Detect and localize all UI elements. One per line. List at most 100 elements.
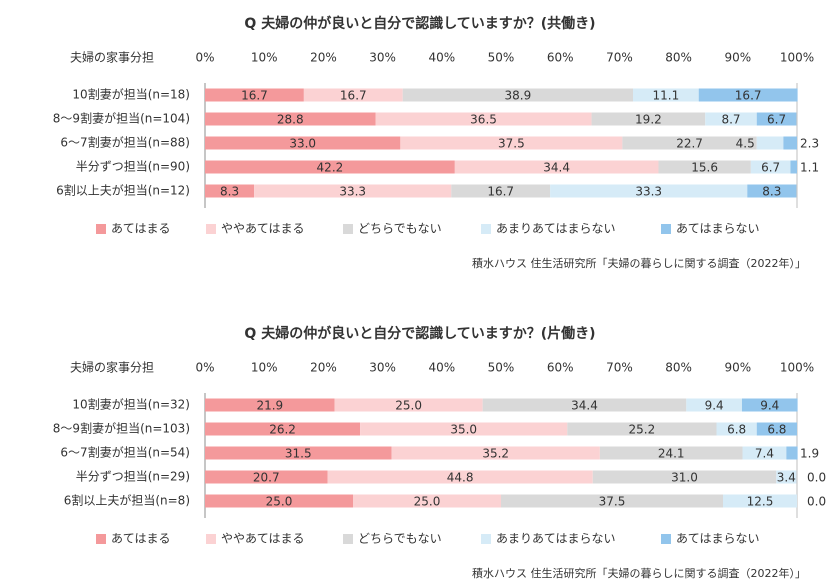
data-label: 16.7	[735, 89, 762, 103]
bar-segment	[375, 112, 592, 126]
bar-segment	[402, 88, 634, 102]
data-label: 21.9	[256, 399, 283, 413]
x-tick-label: 0%	[195, 51, 214, 65]
data-label: 24.1	[658, 447, 685, 461]
bar-segment	[742, 446, 787, 460]
bar-segment	[633, 88, 699, 102]
legend-swatch	[206, 534, 216, 544]
bar-segment	[205, 422, 361, 436]
data-label: 16.7	[340, 89, 367, 103]
data-label: 33.3	[339, 185, 366, 199]
bar-segment	[205, 494, 353, 508]
data-label: 7.4	[755, 447, 774, 461]
x-tick-label: 90%	[724, 361, 751, 375]
data-label: 25.0	[266, 495, 293, 509]
legend-swatch	[661, 534, 671, 544]
bar-segment	[360, 422, 568, 436]
bar-segment	[783, 136, 797, 150]
legend-label: あまりあてはまらない	[496, 222, 616, 236]
bar-segment	[747, 184, 797, 198]
legend-label: あてはまる	[111, 532, 171, 546]
bar-segment	[599, 446, 743, 460]
bar-segment	[334, 398, 483, 412]
x-tick-label: 20%	[310, 361, 337, 375]
x-tick-label: 0%	[195, 361, 214, 375]
bar-segment	[741, 398, 798, 412]
x-tick-label: 80%	[665, 51, 692, 65]
bar-segment	[205, 160, 455, 174]
bar-segment	[205, 470, 328, 484]
data-label: 15.6	[691, 161, 718, 175]
bar-segment	[716, 422, 757, 436]
bar-segment	[786, 446, 798, 460]
x-tick-label: 10%	[251, 361, 278, 375]
legend-label: あてはまらない	[676, 532, 760, 546]
bar-segment	[501, 494, 723, 508]
legend-label: ややあてはまる	[221, 222, 305, 236]
data-label: 3.4	[777, 471, 796, 485]
data-label: 9.4	[760, 399, 779, 413]
data-label: 35.2	[482, 447, 509, 461]
bar-segment	[658, 160, 751, 174]
x-tick-label: 60%	[547, 51, 574, 65]
legend-label: ややあてはまる	[221, 532, 305, 546]
data-label: 38.9	[505, 89, 532, 103]
bar-segment	[327, 470, 593, 484]
bar-segment	[353, 494, 501, 508]
x-tick-label: 70%	[606, 361, 633, 375]
data-label: 19.2	[635, 113, 662, 127]
data-label: 8.3	[762, 185, 781, 199]
bar-segment	[303, 88, 403, 102]
category-label: 6割以上夫が担当(n=8)	[64, 493, 190, 508]
bar-segment	[451, 184, 551, 198]
legend-swatch	[96, 224, 106, 234]
data-label: 25.2	[629, 423, 656, 437]
category-label: 6割以上夫が担当(n=12)	[56, 183, 190, 198]
legend-swatch	[343, 534, 353, 544]
bar-segment	[592, 470, 777, 484]
bar-segment	[550, 184, 748, 198]
bar-segment	[750, 160, 791, 174]
row-header: 夫婦の家事分担	[70, 50, 154, 65]
legend-label: どちらでもない	[358, 222, 442, 236]
legend-swatch	[96, 534, 106, 544]
bar-segment	[254, 184, 452, 198]
x-tick-label: 80%	[665, 361, 692, 375]
category-label: 8～9割妻が担当(n=103)	[53, 421, 190, 436]
bar-segment	[205, 398, 335, 412]
bar-segment	[482, 398, 687, 412]
data-label: 34.4	[571, 399, 598, 413]
x-tick-label: 100%	[780, 51, 814, 65]
data-label: 8.7	[721, 113, 740, 127]
legend-swatch	[661, 224, 671, 234]
x-tick-label: 100%	[780, 361, 814, 375]
category-label: 8～9割妻が担当(n=104)	[53, 111, 190, 126]
legend-label: あまりあてはまらない	[496, 532, 616, 546]
category-label: 6～7割妻が担当(n=88)	[60, 135, 190, 150]
data-label: 37.5	[599, 495, 626, 509]
category-label: 半分ずつ担当(n=29)	[76, 470, 190, 484]
legend-label: どちらでもない	[358, 532, 442, 546]
data-label: 35.0	[450, 423, 477, 437]
x-tick-label: 10%	[251, 51, 278, 65]
data-label: 6.8	[727, 423, 746, 437]
source-note: 積水ハウス 住生活研究所「夫婦の暮らしに関する調査（2022年）」	[472, 256, 806, 270]
legend-swatch	[206, 224, 216, 234]
bar-segment	[205, 136, 401, 150]
data-label: 37.5	[498, 137, 525, 151]
data-label: 33.3	[635, 185, 662, 199]
legend-swatch	[343, 224, 353, 234]
data-label: 16.7	[241, 89, 268, 103]
legend-swatch	[481, 224, 491, 234]
data-label: 0.0	[807, 495, 826, 509]
chart-title: Q 夫婦の仲が良いと自分で認識していますか？(片働き)	[244, 325, 595, 342]
bar-segment	[400, 136, 623, 150]
chart-title: Q 夫婦の仲が良いと自分で認識していますか？(共働き)	[244, 15, 595, 32]
bar-segment	[756, 112, 797, 126]
data-label: 34.4	[543, 161, 570, 175]
data-label: 33.0	[289, 137, 316, 151]
category-label: 半分ずつ担当(n=90)	[76, 160, 190, 174]
data-label: 1.1	[800, 161, 819, 175]
data-label: 25.0	[414, 495, 441, 509]
